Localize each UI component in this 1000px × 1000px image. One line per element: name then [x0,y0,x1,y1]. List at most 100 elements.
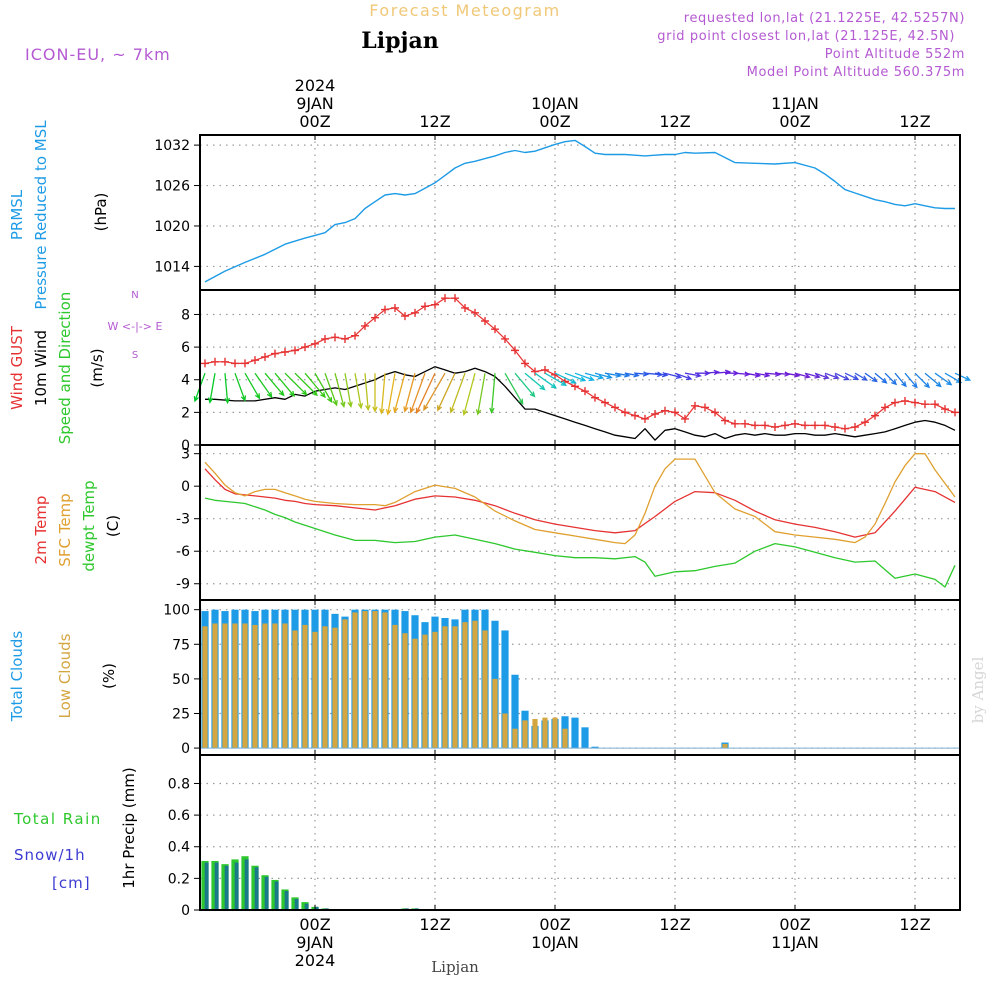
y-tick-label: 8 [181,307,190,323]
gust-marker [581,387,589,396]
total-cloud-bar [581,727,589,749]
time-label-bottom: 11JAN [771,933,819,952]
gust-marker [791,419,799,428]
time-label-top: 2024 [295,76,336,95]
gust-marker [721,416,729,425]
wind-arrow [393,373,406,414]
wind-arrow [864,372,878,383]
sfc-temp-line [204,453,956,545]
ylabel-ms: (m/s) [88,348,106,387]
wind-arrow [449,372,466,414]
gust-marker [631,411,639,420]
gust-marker [711,408,719,417]
wind-arrow [324,372,338,407]
gust-marker [701,403,709,412]
axis-layer: 10141020102610320246830-3-6-902550751000… [154,135,916,919]
gust-marker [281,348,289,356]
time-label-top: 12Z [419,112,450,131]
snow-bar [244,859,249,910]
point-altitude: Point Altitude 552m [825,47,965,62]
gust-marker [831,423,839,432]
gust-marker [261,352,269,361]
gust-marker [331,333,339,342]
t2m-line [204,468,956,538]
gust-marker [211,357,219,366]
ylabel-hpa: (hPa) [92,193,110,232]
wind-arrow [794,372,811,379]
gust-marker [381,305,389,314]
low-cloud-bar [312,631,318,749]
time-label-bottom: 2024 [295,951,336,970]
gust-marker [901,396,909,405]
gust-marker [321,334,329,343]
y-tick-label: -9 [176,577,190,593]
wind-arrow [475,373,486,416]
gust-marker [511,346,519,355]
y-tick-label: 1032 [154,138,190,154]
low-cloud-bar [402,633,408,749]
low-cloud-bar [422,634,428,749]
gust-marker [731,419,739,428]
low-cloud-bar [522,720,528,749]
gust-marker [231,359,239,368]
y-tick-label: 0 [181,438,190,454]
gust-marker [951,408,959,417]
gust-marker [341,334,349,343]
gust-marker [771,423,779,432]
y-tick-label: 1014 [154,259,190,275]
frame-layer [199,134,961,911]
wind-arrow [274,372,295,398]
total-cloud-bar [571,717,579,749]
wind10m-line [205,366,956,441]
gust-marker [651,410,659,418]
low-cloud-bar [392,624,398,749]
gust-marker [421,302,429,311]
snow-bar [274,881,279,910]
gust-marker [891,398,899,407]
wind-arrow [574,372,596,382]
gust-marker [201,359,209,368]
wind-arrow [504,372,524,406]
low-cloud-bar [512,728,518,749]
y-tick-label: 0.2 [168,871,190,887]
wind-arrow [904,372,918,389]
gust-marker [531,367,539,376]
y-tick-label: 3 [181,447,190,463]
wind-arrow [423,372,446,412]
pressure-line [204,139,955,283]
total-cloud-bar [511,674,519,749]
total-cloud-bar [501,630,509,749]
y-tick-label: 25 [172,706,190,722]
time-label-bottom: 12Z [659,915,690,934]
gust-marker [501,334,509,343]
low-cloud-bar [272,623,278,749]
wind-arrow [924,372,942,388]
y-tick-label: 0 [181,741,190,757]
low-cloud-bar [542,717,548,749]
ylabel-precip: 1hr Precip (mm) [120,767,138,888]
ylabel-10m-wind: 10m Wind [32,330,50,406]
gust-marker [661,406,669,415]
wind-arrow [834,372,850,381]
time-label-top: 10JAN [531,94,579,113]
low-cloud-bar [722,743,728,749]
wind-arrow [674,372,693,381]
ylabel-prmsl: PRMSL [8,189,26,240]
time-label-bottom: 00Z [539,915,570,934]
wind-arrow [684,372,702,378]
gust-marker [931,400,939,409]
gust-marker [401,312,409,321]
wind-arrow [814,372,830,380]
wind-arrow [224,373,231,405]
low-cloud-bar [552,717,558,749]
low-cloud-bar [262,623,268,749]
wind-arrow [462,373,476,417]
time-label-top: 00Z [539,112,570,131]
low-cloud-bar [372,611,378,749]
wind-arrow [854,372,868,381]
wind-arrow [844,372,860,380]
model-altitude: Model Point Altitude 560.375m [747,65,965,80]
y-tick-label: 0.4 [168,840,190,856]
time-label-top: 00Z [299,112,330,131]
